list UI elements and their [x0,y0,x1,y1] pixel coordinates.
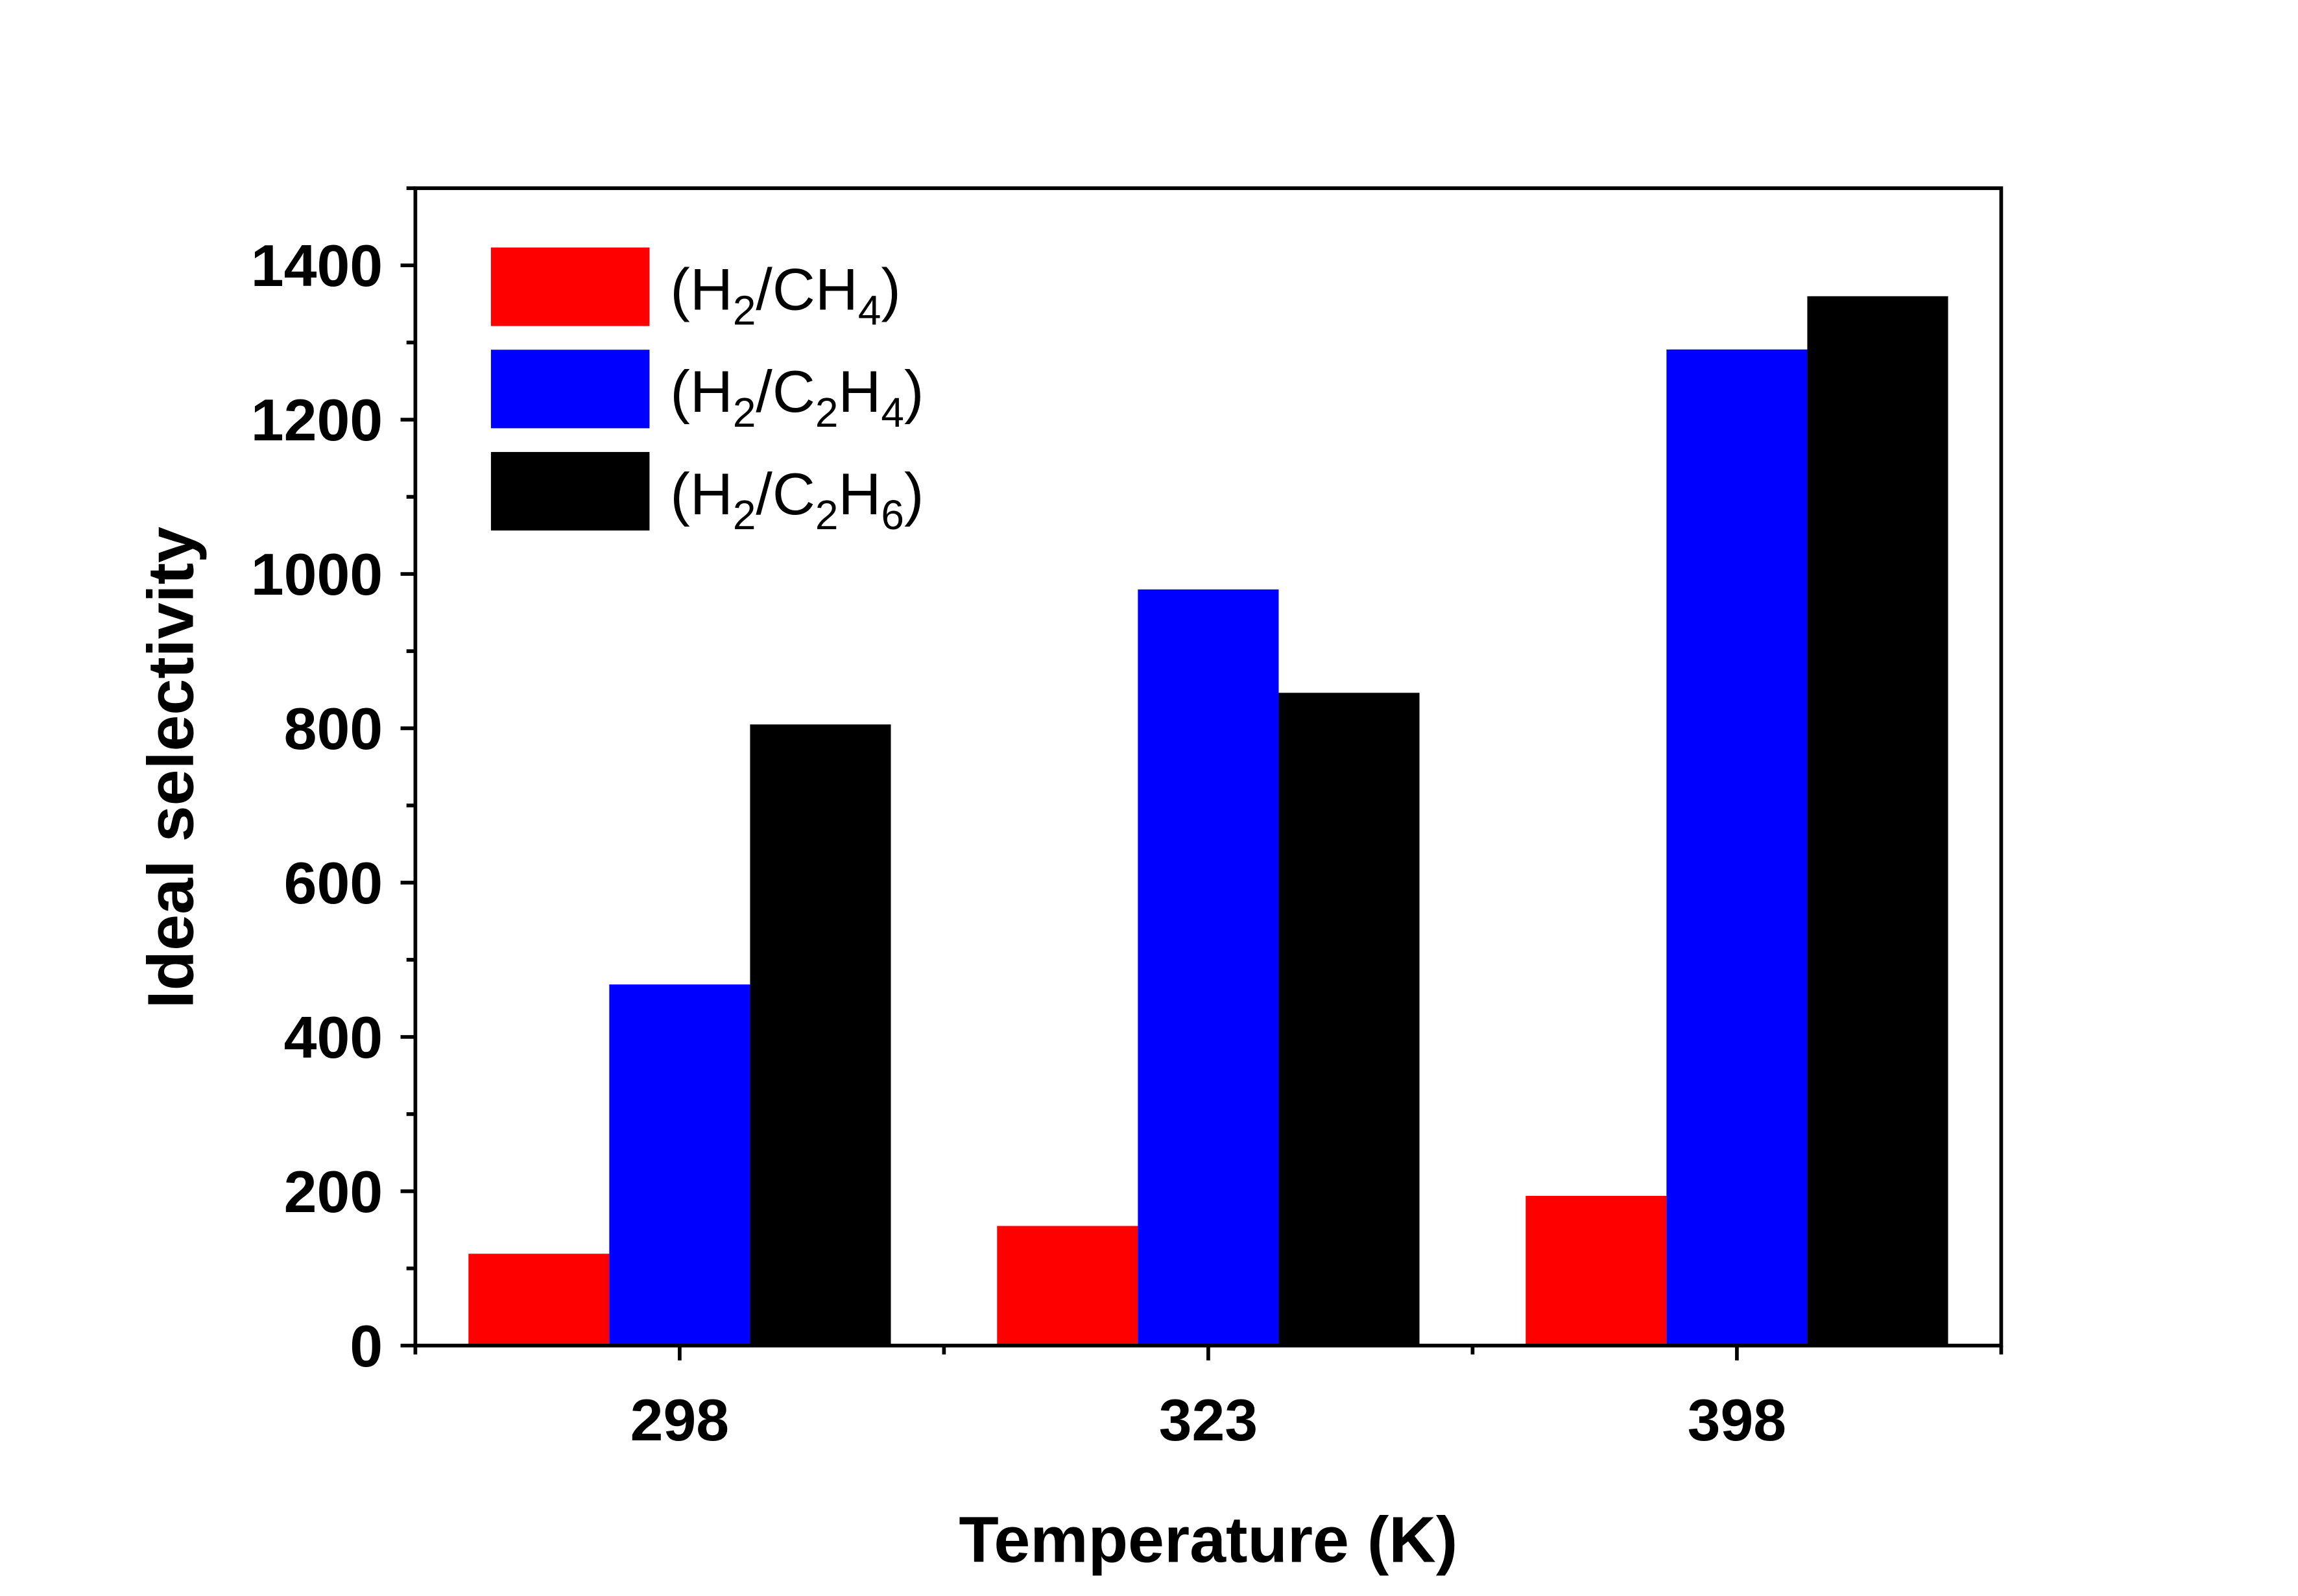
y-tick-label: 600 [284,850,383,916]
bar-323-series-1 [1138,589,1279,1346]
bar-298-series-1 [609,984,750,1346]
x-axis-label: Temperature (K) [959,1503,1457,1576]
legend-label: (H2/C2H4) [670,359,924,436]
legend-label: (H2/C2H6) [670,461,924,538]
y-tick-label: 1000 [251,542,383,608]
y-tick-label: 1200 [251,387,383,453]
bar-298-series-2 [750,724,891,1346]
legend-label: (H2/CH4) [670,257,900,334]
y-tick-label: 1400 [251,233,383,299]
legend-swatch [490,350,650,429]
legend-swatch [490,451,650,531]
legend-item: (H2/CH4) [490,247,901,334]
y-tick-label: 0 [350,1313,383,1379]
y-tick-label: 400 [284,1005,383,1071]
bar-323-series-2 [1278,693,1420,1346]
x-tick-label: 298 [630,1387,729,1453]
bar-323-series-0 [997,1226,1138,1346]
bar-398-series-0 [1526,1196,1667,1346]
legend-swatch [490,247,650,326]
bar-398-series-2 [1807,296,1948,1346]
legend-item: (H2/C2H6) [490,451,924,538]
x-tick-label: 323 [1159,1387,1258,1453]
y-axis-label: Ideal selectivity [135,527,208,1008]
y-tick-label: 200 [284,1159,383,1225]
legend-item: (H2/C2H4) [490,350,924,436]
bar-398-series-1 [1666,349,1808,1346]
bar-298-series-0 [468,1254,610,1346]
y-tick-label: 800 [284,696,383,762]
x-tick-label: 398 [1688,1387,1786,1453]
